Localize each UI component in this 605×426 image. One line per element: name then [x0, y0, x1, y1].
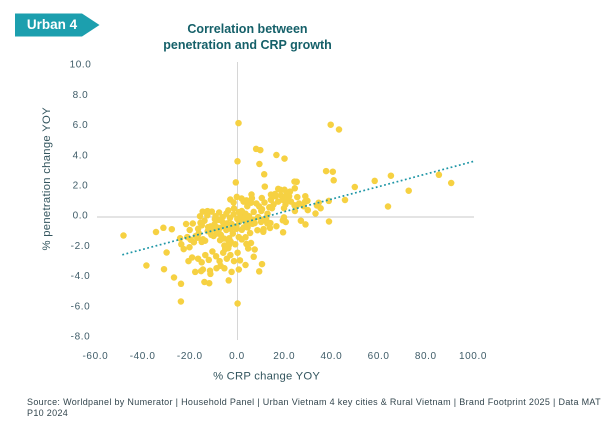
- svg-text:-40.0: -40.0: [130, 351, 156, 362]
- svg-text:8.0: 8.0: [73, 90, 89, 101]
- svg-text:10.0: 10.0: [70, 60, 92, 71]
- svg-text:60.0: 60.0: [368, 351, 390, 362]
- svg-text:2.0: 2.0: [73, 181, 89, 192]
- svg-text:% penetration change YOY: % penetration change YOY: [41, 107, 53, 251]
- svg-text:0.0: 0.0: [229, 351, 245, 362]
- svg-text:40.0: 40.0: [320, 351, 342, 362]
- svg-text:20.0: 20.0: [273, 351, 295, 362]
- svg-text:-8.0: -8.0: [71, 332, 91, 343]
- svg-text:4.0: 4.0: [73, 150, 89, 161]
- svg-text:-2.0: -2.0: [71, 241, 91, 252]
- svg-text:6.0: 6.0: [73, 120, 89, 131]
- svg-text:0.0: 0.0: [73, 211, 89, 222]
- svg-text:-20.0: -20.0: [177, 351, 203, 362]
- svg-text:-6.0: -6.0: [71, 301, 91, 312]
- svg-text:-60.0: -60.0: [83, 351, 109, 362]
- svg-text:100.0: 100.0: [459, 351, 487, 362]
- svg-text:% CRP change YOY: % CRP change YOY: [213, 370, 320, 382]
- svg-text:80.0: 80.0: [415, 351, 437, 362]
- svg-text:-4.0: -4.0: [71, 271, 91, 282]
